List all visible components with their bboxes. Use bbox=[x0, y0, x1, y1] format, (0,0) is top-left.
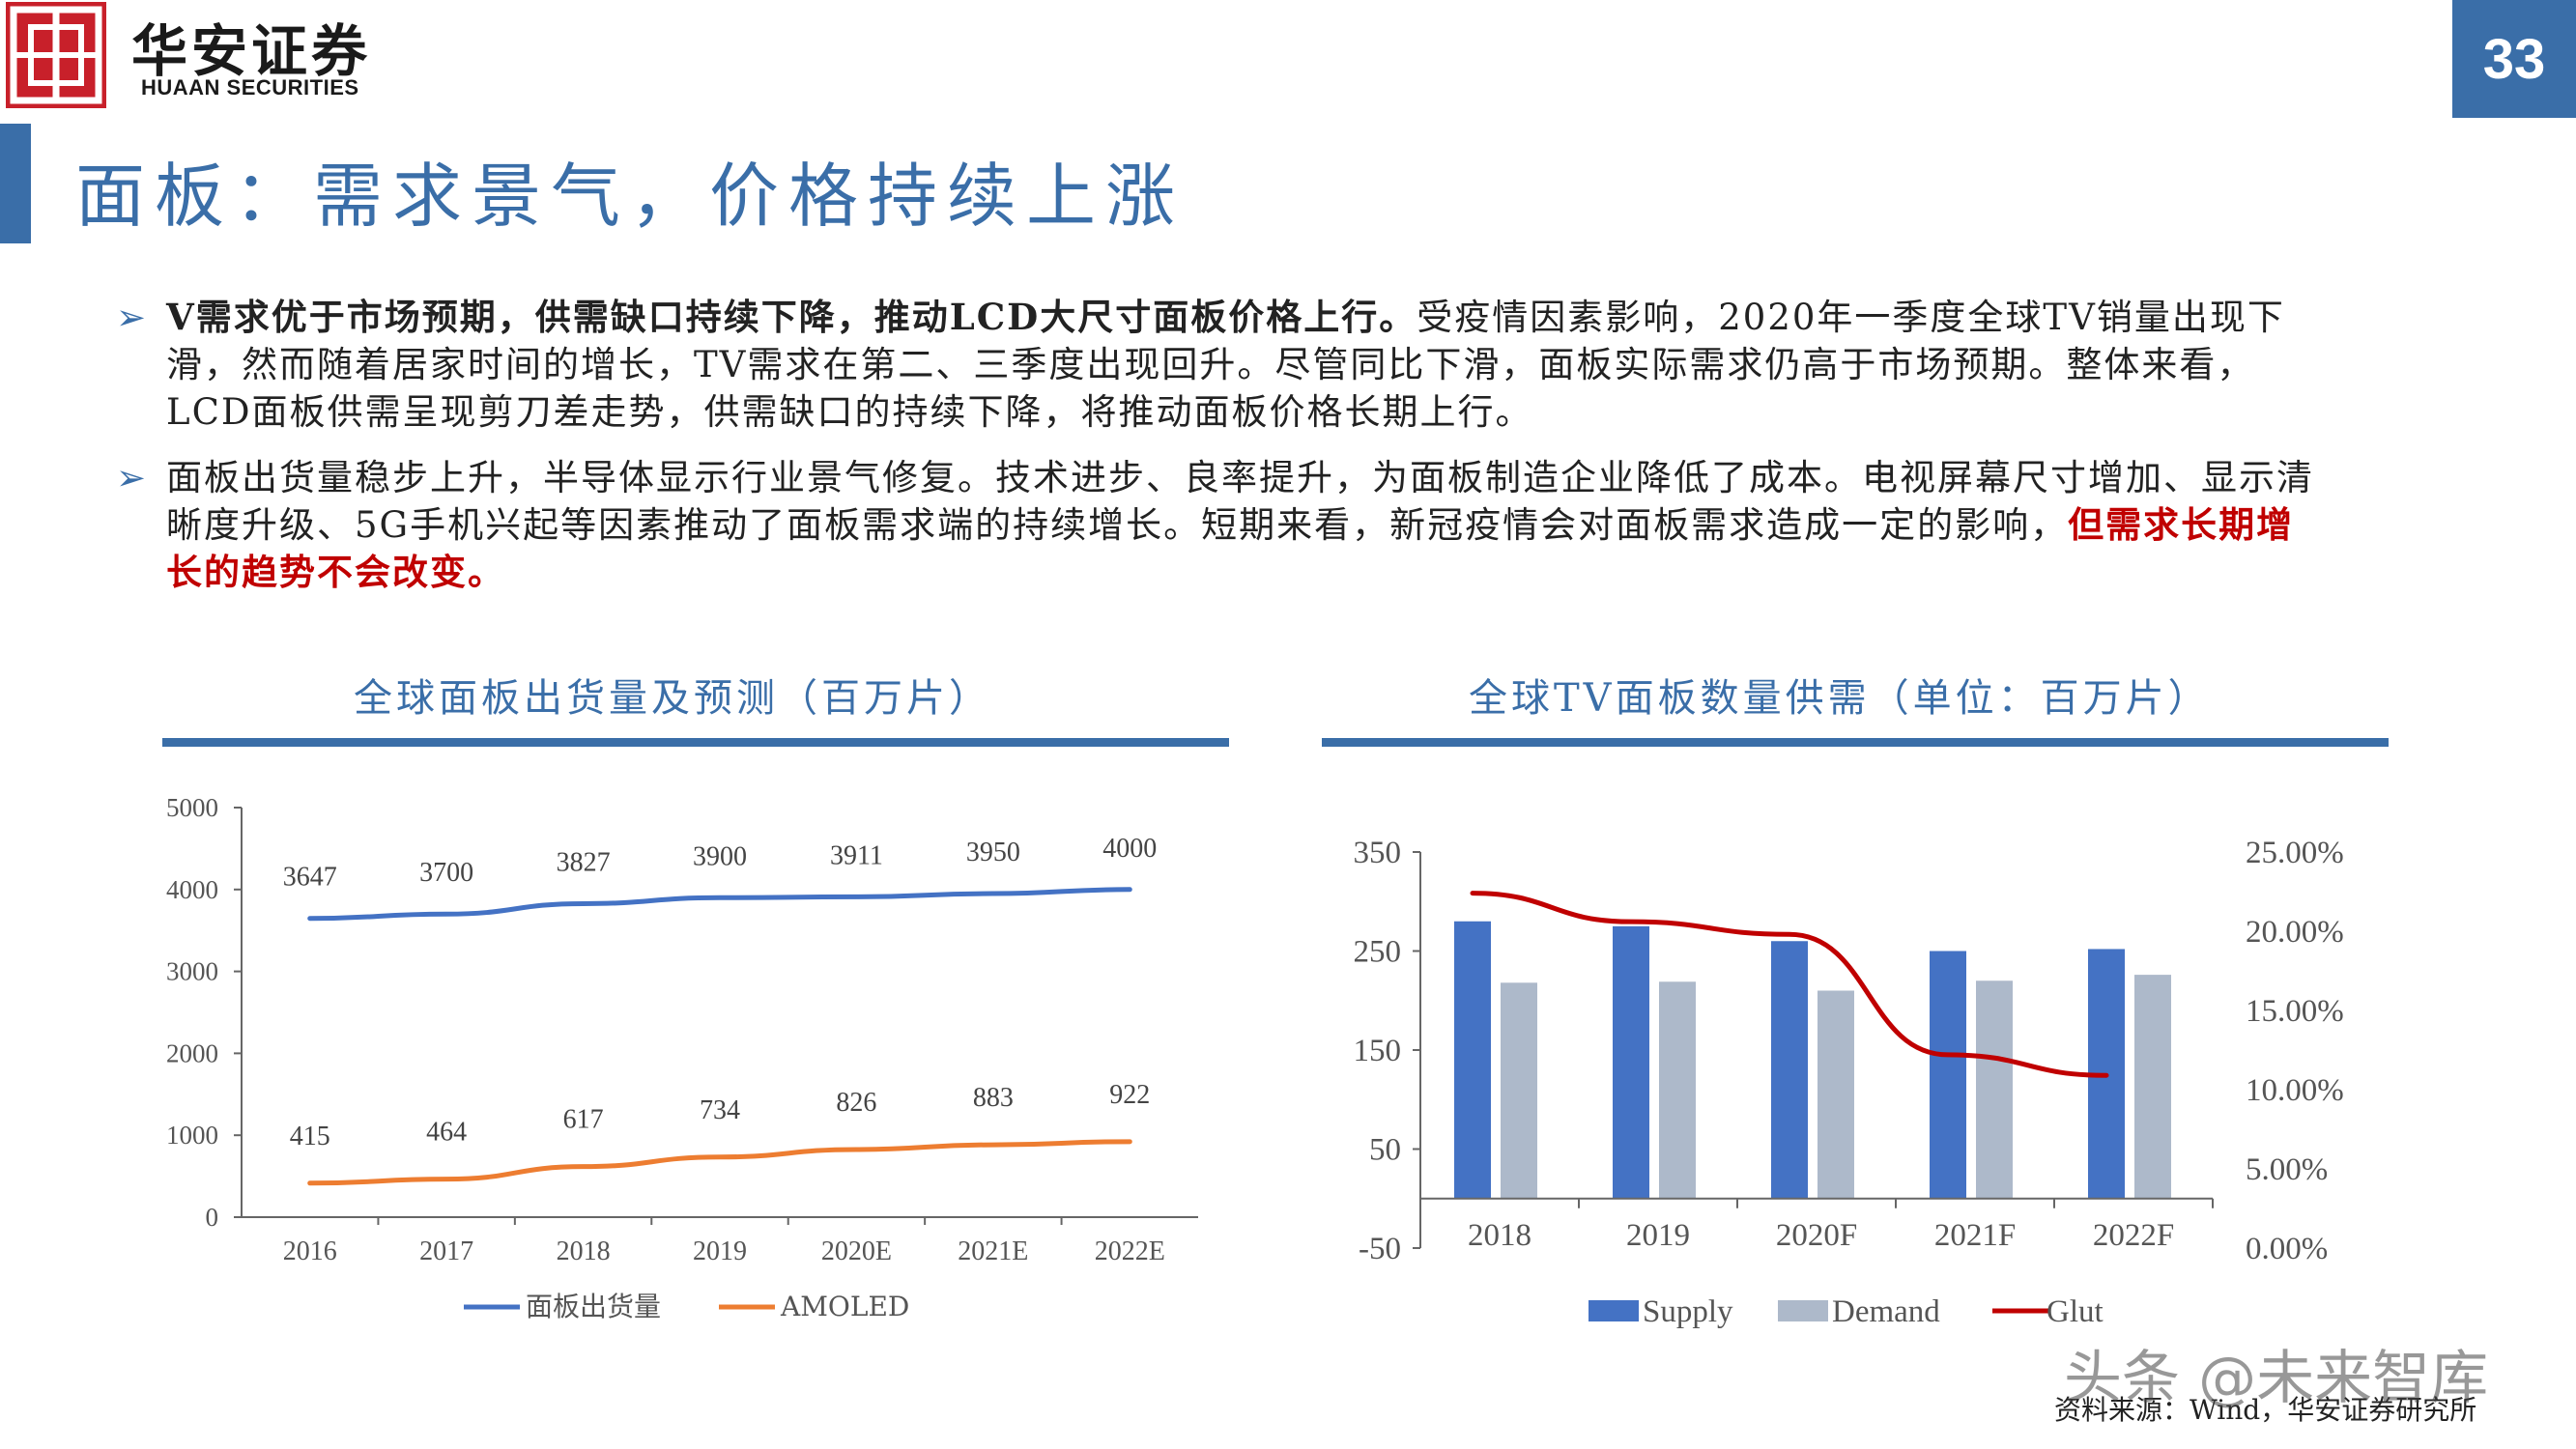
x-tick-label: 2022E bbox=[1095, 1236, 1165, 1266]
y-tick-label: 1000 bbox=[166, 1121, 218, 1150]
series-line-面板出货量 bbox=[307, 887, 1132, 922]
page-number: 33 bbox=[2452, 0, 2576, 118]
legend-swatch-Supply bbox=[1589, 1300, 1639, 1321]
chart-2-title-rule bbox=[1322, 738, 2389, 747]
bullet-2-highlight: 但需求长期增长的趋势不会改变。 bbox=[166, 503, 2295, 593]
data-label: 883 bbox=[973, 1083, 1014, 1113]
x-tick-label: 2022F bbox=[2093, 1218, 2174, 1253]
chart-1-title-rule bbox=[162, 738, 1229, 747]
y-tick-label: 50 bbox=[1369, 1133, 1401, 1168]
tv-panel-supply-demand-chart: -50 50 150 250 350 0.00% 5.00% 10.00% 15.00% 20.0… bbox=[1354, 836, 2344, 1329]
x-tick-label: 2021E bbox=[958, 1236, 1028, 1266]
y-tick-label: 350 bbox=[1354, 836, 1402, 870]
x-tick-label: 2016 bbox=[283, 1236, 337, 1266]
source-note: 资料来源：Wind，华安证券研究所 bbox=[2054, 1394, 2477, 1426]
bullet-1-bold: V需求优于市场预期，供需缺口持续下降，推动LCD大尺寸面板价格上行。 bbox=[166, 296, 1417, 338]
x-tick-label: 2020F bbox=[1776, 1218, 1857, 1253]
y-tick-label: 4000 bbox=[166, 875, 218, 904]
bullet-paragraph-1: ➢ V需求优于市场预期，供需缺口持续下降，推动LCD大尺寸面板价格上行。受疫情因… bbox=[116, 294, 2331, 436]
data-label: 922 bbox=[1109, 1080, 1150, 1110]
x-tick-label: 2017 bbox=[419, 1236, 473, 1266]
y-tick-label: 3000 bbox=[166, 957, 218, 986]
bullet-2-text: 面板出货量稳步上升，半导体显示行业景气修复。技术进步、良率提升，为面板制造企业降… bbox=[166, 457, 2314, 546]
legend-label: 面板出货量 bbox=[526, 1291, 661, 1322]
legend-swatch-Demand bbox=[1778, 1300, 1828, 1321]
bar-Demand bbox=[2134, 975, 2171, 1199]
data-label: 826 bbox=[836, 1088, 876, 1118]
y-tick-label: 150 bbox=[1354, 1034, 1402, 1068]
y2-tick-label: 25.00% bbox=[2246, 836, 2344, 870]
bullet-arrow-icon: ➢ bbox=[116, 457, 149, 498]
data-label: 617 bbox=[563, 1105, 604, 1135]
bar-Demand bbox=[1818, 990, 1854, 1199]
y2-tick-label: 20.00% bbox=[2246, 915, 2344, 950]
data-label: 3827 bbox=[557, 847, 611, 877]
series-line-Glut bbox=[1470, 891, 2109, 1078]
legend-label: AMOLED bbox=[780, 1291, 909, 1322]
x-tick-label: 2018 bbox=[1468, 1218, 1531, 1253]
y-tick-label: 2000 bbox=[166, 1038, 218, 1067]
x-tick-label: 2019 bbox=[693, 1236, 747, 1266]
bar-Supply bbox=[1454, 921, 1491, 1199]
data-label: 3700 bbox=[419, 858, 473, 888]
logo-emblem bbox=[6, 2, 106, 108]
y-tick-label: 5000 bbox=[166, 793, 218, 822]
data-label: 464 bbox=[426, 1118, 467, 1148]
data-label: 3911 bbox=[830, 840, 883, 870]
chart-1-title: 全球面板出货量及预测（百万片） bbox=[354, 676, 991, 721]
y-tick-label: -50 bbox=[1359, 1232, 1401, 1266]
bar-Supply bbox=[1771, 941, 1808, 1199]
y2-tick-label: 10.00% bbox=[2246, 1073, 2344, 1108]
panel-shipment-line-chart: 0 1000 2000 3000 4000 5000 2016 2017 2018 2019 202… bbox=[166, 793, 1198, 1322]
page-title: 面板：需求景气，价格持续上涨 bbox=[75, 156, 1186, 237]
legend-label: Glut bbox=[2046, 1294, 2104, 1329]
chart-2-title: 全球TV面板数量供需（单位：百万片） bbox=[1469, 676, 2211, 721]
data-label: 3647 bbox=[283, 863, 337, 893]
legend-label: Supply bbox=[1643, 1294, 1733, 1329]
x-tick-label: 2021F bbox=[1934, 1218, 2016, 1253]
watermark: 头条 @未来智库 bbox=[2064, 1345, 2489, 1412]
data-label: 4000 bbox=[1102, 834, 1157, 864]
y2-tick-label: 0.00% bbox=[2246, 1232, 2328, 1266]
data-label: 734 bbox=[700, 1095, 740, 1125]
logo-english-name: HUAAN SECURITIES bbox=[141, 75, 359, 99]
y-tick-label: 0 bbox=[206, 1203, 219, 1232]
bar-Demand bbox=[1659, 981, 1696, 1199]
y-tick-label: 250 bbox=[1354, 935, 1402, 970]
legend-label: Demand bbox=[1832, 1294, 1940, 1329]
bar-Supply bbox=[1930, 951, 1966, 1199]
data-label: 3900 bbox=[693, 841, 747, 871]
x-tick-label: 2018 bbox=[557, 1236, 611, 1266]
x-tick-label: 2020E bbox=[821, 1236, 892, 1266]
bar-Demand bbox=[1976, 980, 2013, 1199]
bullet-1-text: 受疫情因素影响，2020年一季度全球TV销量出现下滑，然而随着居家时间的增长，T… bbox=[166, 297, 2285, 433]
y2-tick-label: 5.00% bbox=[2246, 1152, 2328, 1187]
bullet-paragraph-2: ➢ 面板出货量稳步上升，半导体显示行业景气修复。技术进步、良率提升，为面板制造企… bbox=[116, 454, 2331, 596]
x-tick-label: 2019 bbox=[1626, 1218, 1690, 1253]
series-line-AMOLED bbox=[307, 1139, 1132, 1186]
bar-Supply bbox=[1613, 925, 1649, 1199]
bar-Demand bbox=[1501, 982, 1537, 1199]
bullet-arrow-icon: ➢ bbox=[116, 297, 149, 338]
data-label: 415 bbox=[290, 1122, 330, 1151]
logo-chinese-name: 华安证券 bbox=[131, 18, 372, 84]
data-label: 3950 bbox=[966, 838, 1020, 867]
y2-tick-label: 15.00% bbox=[2246, 994, 2344, 1029]
title-accent-bar bbox=[0, 124, 31, 243]
